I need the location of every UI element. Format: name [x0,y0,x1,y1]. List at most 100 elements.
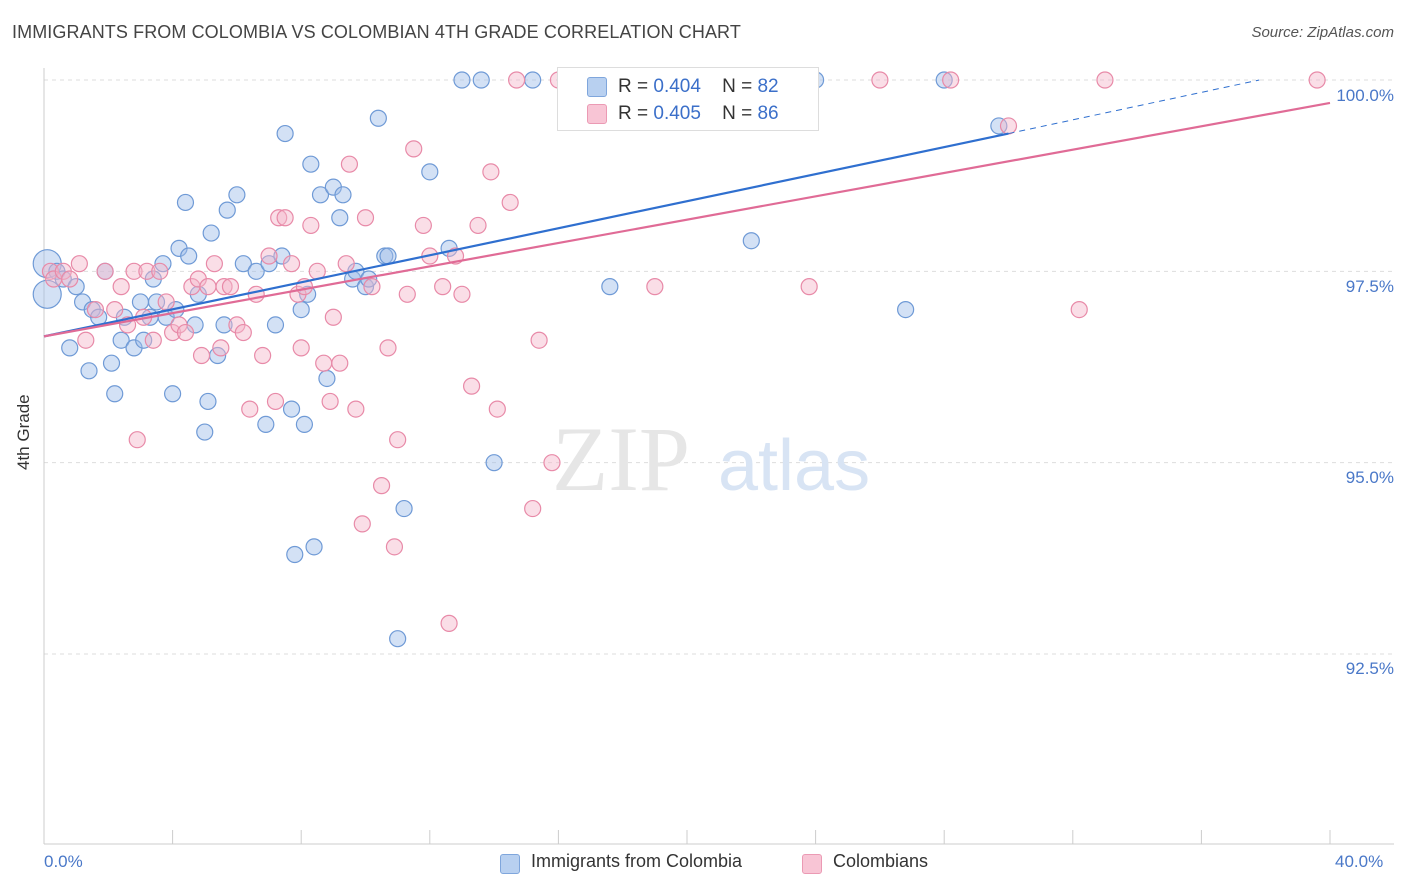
trend-line-colombians [43,101,1331,338]
point-immigrants [257,415,275,433]
point-colombians [241,400,259,418]
point-colombians [199,278,217,296]
legend-row-immigrants: R = 0.404 N = 82 [618,76,779,97]
point-immigrants [234,255,252,273]
point-colombians [543,454,561,472]
y-tick-label: 95.0% [1345,468,1394,487]
point-immigrants [369,109,387,127]
point-colombians [469,216,487,235]
y-tick-label: 100.0% [1336,86,1394,105]
point-colombians [353,515,371,533]
point-colombians [266,392,285,411]
point-colombians [302,216,320,235]
point-colombians [453,285,471,303]
point-colombians [112,278,130,296]
point-colombians [999,117,1018,135]
point-immigrants [318,369,336,388]
point-immigrants [601,278,619,296]
point-immigrants [421,163,439,181]
trend-line-immigrants [43,132,1009,338]
point-immigrants [196,423,214,441]
point-colombians [356,209,375,227]
point-colombians [1096,71,1114,89]
point-immigrants [131,293,150,311]
point-colombians [144,331,162,349]
point-colombians [260,247,278,265]
point-colombians [524,499,542,518]
point-colombians [347,400,365,418]
y-tick-label: 97.5% [1345,277,1394,296]
point-immigrants [247,262,265,280]
point-colombians [77,331,95,349]
point-colombians [96,262,114,280]
point-immigrants [379,247,397,265]
legend-stats: R = 0.404 N = 82 R = 0.405 N = 86 [557,67,819,131]
point-colombians [282,255,301,273]
source-label: Source: ZipAtlas.com [1251,24,1394,41]
legend-swatch-pink [587,104,607,124]
point-colombians [212,339,230,357]
point-immigrants [524,71,542,89]
point-colombians [106,301,124,319]
point-immigrants [80,362,98,380]
point-immigrants [395,499,413,518]
point-immigrants [176,193,195,212]
point-colombians [372,477,391,495]
point-immigrants [897,301,915,319]
point-immigrants [311,186,330,204]
point-colombians [331,354,349,372]
point-immigrants [202,224,220,242]
point-colombians [871,71,889,89]
point-immigrants [331,209,349,227]
point-immigrants [102,354,121,372]
x-tick-label: 0.0% [44,852,83,871]
chart-title: IMMIGRANTS FROM COLOMBIA VS COLOMBIAN 4T… [12,22,741,42]
point-colombians [1308,71,1326,89]
point-colombians [414,216,432,235]
point-immigrants [106,385,124,403]
point-colombians [530,331,548,349]
point-colombians [125,262,143,280]
watermark-zip: ZIP [552,408,690,510]
point-immigrants [990,117,1008,135]
legend-label-immigrants: Immigrants from Colombia [531,851,743,871]
point-immigrants [453,71,471,89]
point-immigrants [61,339,79,357]
point-colombians [315,354,333,372]
point-immigrants [472,71,490,89]
point-colombians [276,209,294,227]
point-colombians [270,209,288,227]
point-colombians [192,346,211,365]
point-colombians [86,301,105,319]
point-colombians [389,431,407,449]
n-value: 86 [757,103,779,124]
point-immigrants [228,186,246,204]
point-immigrants [302,155,320,173]
point-colombians [340,155,359,173]
point-immigrants [935,71,953,89]
point-colombians [321,392,339,411]
point-immigrants [334,186,352,204]
point-colombians [379,339,397,357]
y-tick-label: 92.5% [1345,659,1394,678]
point-colombians [1070,301,1088,319]
point-colombians [488,400,506,418]
point-colombians [157,293,175,311]
point-colombians [292,339,310,357]
point-colombians [234,323,252,342]
point-colombians [462,377,481,395]
n-value: 82 [757,76,779,97]
point-colombians [508,71,526,89]
point-immigrants [180,247,198,265]
point-immigrants [215,316,233,334]
point-colombians [221,278,240,296]
point-colombians [324,308,342,326]
point-immigrants [286,545,304,564]
point-immigrants [276,124,294,143]
point-immigrants [147,293,166,311]
point-immigrants [742,232,760,250]
point-colombians [646,278,664,296]
point-colombians [398,285,416,303]
point-immigrants [164,385,182,403]
point-colombians [215,278,233,296]
